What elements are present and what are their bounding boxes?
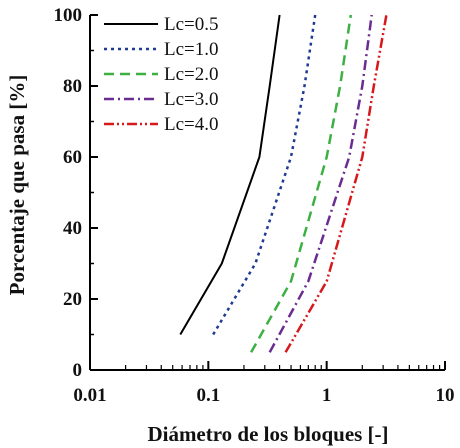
series-lines — [179, 14, 388, 353]
legend-label-1: Lc=0.5 — [164, 14, 219, 35]
y-tick-label: 40 — [63, 218, 82, 239]
series-line-5 — [284, 14, 388, 353]
y-tick-label: 80 — [63, 76, 82, 97]
legend-label-3: Lc=2.0 — [164, 64, 219, 85]
y-tick-label: 60 — [63, 147, 82, 168]
x-tick-label: 0.1 — [196, 385, 220, 406]
series-line-1 — [179, 14, 281, 336]
x-tick-label: 1 — [322, 385, 332, 406]
legend-label-4: Lc=3.0 — [164, 89, 219, 110]
y-axis-title: Porcentaje que pasa [%] — [5, 75, 29, 296]
axes: 0 20 40 60 80 100 0.01 0.1 1 10 — [54, 5, 455, 406]
series-line-4 — [268, 14, 373, 353]
series-line-2 — [212, 14, 317, 336]
x-tick-label: 0.01 — [73, 385, 106, 406]
x-tick-label: 10 — [436, 385, 455, 406]
legend-label-5: Lc=4.0 — [164, 114, 219, 135]
y-tick-label: 0 — [73, 360, 83, 381]
y-tick-label: 100 — [54, 5, 83, 26]
y-tick-label: 20 — [63, 289, 82, 310]
x-axis-title: Diámetro de los bloques [-] — [147, 422, 388, 446]
legend: Lc=0.5 Lc=1.0 Lc=2.0 Lc=3.0 Lc=4.0 — [104, 14, 219, 135]
legend-label-2: Lc=1.0 — [164, 39, 219, 60]
series-line-3 — [250, 14, 353, 353]
